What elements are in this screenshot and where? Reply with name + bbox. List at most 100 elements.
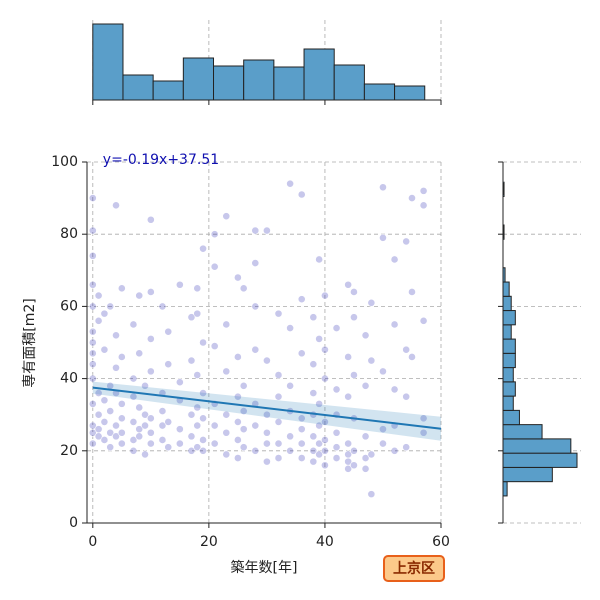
point bbox=[222, 450, 231, 459]
point bbox=[146, 288, 155, 296]
point bbox=[94, 316, 103, 325]
point bbox=[332, 385, 341, 394]
histogram-bar bbox=[502, 381, 516, 397]
point bbox=[88, 439, 97, 448]
point bbox=[164, 360, 173, 369]
point bbox=[175, 439, 184, 448]
regression-line bbox=[92, 386, 442, 430]
point bbox=[146, 439, 155, 448]
point bbox=[146, 367, 155, 376]
point bbox=[321, 461, 329, 470]
point bbox=[193, 371, 202, 379]
point bbox=[402, 392, 411, 401]
point bbox=[315, 399, 324, 408]
point bbox=[379, 367, 387, 376]
point bbox=[106, 407, 115, 415]
point bbox=[361, 432, 370, 441]
point bbox=[88, 374, 97, 383]
point bbox=[158, 302, 167, 311]
point bbox=[158, 407, 167, 415]
histogram-bar bbox=[502, 466, 553, 483]
point bbox=[309, 313, 318, 322]
point bbox=[135, 432, 144, 441]
point bbox=[175, 280, 184, 289]
histogram-bar bbox=[502, 310, 516, 326]
point bbox=[193, 403, 202, 412]
point bbox=[274, 371, 283, 379]
point bbox=[94, 389, 103, 397]
point bbox=[402, 443, 411, 452]
point bbox=[100, 309, 109, 318]
histogram-bar bbox=[213, 65, 245, 101]
point bbox=[251, 446, 260, 455]
point bbox=[321, 436, 329, 444]
point bbox=[94, 432, 103, 441]
histogram-bar bbox=[363, 83, 396, 101]
point bbox=[297, 349, 306, 358]
point bbox=[367, 298, 376, 307]
point bbox=[344, 353, 353, 361]
y-tick-label: 100 bbox=[51, 154, 78, 170]
point bbox=[117, 399, 126, 408]
point bbox=[309, 457, 318, 466]
point bbox=[379, 183, 387, 192]
point bbox=[297, 439, 306, 448]
point bbox=[239, 284, 248, 293]
point bbox=[112, 363, 120, 372]
histogram-bar bbox=[502, 281, 510, 297]
point bbox=[88, 327, 97, 336]
histogram-bar bbox=[152, 80, 184, 101]
point bbox=[94, 425, 103, 434]
point bbox=[286, 446, 295, 455]
point bbox=[309, 389, 318, 397]
point bbox=[344, 392, 353, 401]
point bbox=[199, 338, 207, 347]
point bbox=[135, 403, 144, 412]
point bbox=[419, 414, 428, 423]
point bbox=[361, 454, 370, 462]
y-tick-label: 60 bbox=[60, 298, 78, 314]
point bbox=[222, 212, 231, 221]
point bbox=[88, 302, 97, 311]
point bbox=[263, 410, 271, 419]
point bbox=[419, 428, 428, 437]
point bbox=[321, 291, 329, 300]
point bbox=[233, 273, 242, 282]
point bbox=[344, 464, 353, 473]
point bbox=[274, 418, 283, 426]
point bbox=[321, 418, 329, 426]
point bbox=[233, 353, 242, 361]
point bbox=[274, 454, 283, 462]
point bbox=[88, 226, 97, 235]
point bbox=[100, 436, 109, 444]
point bbox=[106, 428, 115, 437]
histogram-bar bbox=[92, 23, 124, 101]
point bbox=[419, 316, 428, 325]
confidence-band bbox=[92, 381, 441, 441]
point bbox=[239, 407, 248, 415]
point bbox=[158, 436, 167, 444]
point bbox=[129, 418, 138, 426]
point bbox=[239, 425, 248, 434]
histogram-bar bbox=[182, 57, 215, 101]
point bbox=[390, 446, 399, 455]
point bbox=[88, 251, 97, 260]
point bbox=[88, 349, 97, 358]
histogram-bar bbox=[243, 59, 275, 101]
point bbox=[187, 410, 196, 419]
point bbox=[210, 342, 219, 351]
point bbox=[100, 396, 109, 405]
point bbox=[129, 320, 138, 329]
point bbox=[88, 428, 97, 437]
point bbox=[141, 421, 149, 430]
point bbox=[344, 439, 353, 448]
point bbox=[187, 356, 196, 365]
point bbox=[164, 327, 173, 336]
point bbox=[379, 439, 387, 448]
point bbox=[135, 291, 144, 300]
histogram-bar bbox=[122, 74, 154, 101]
point bbox=[350, 288, 358, 296]
point bbox=[239, 443, 248, 452]
point bbox=[251, 226, 260, 235]
